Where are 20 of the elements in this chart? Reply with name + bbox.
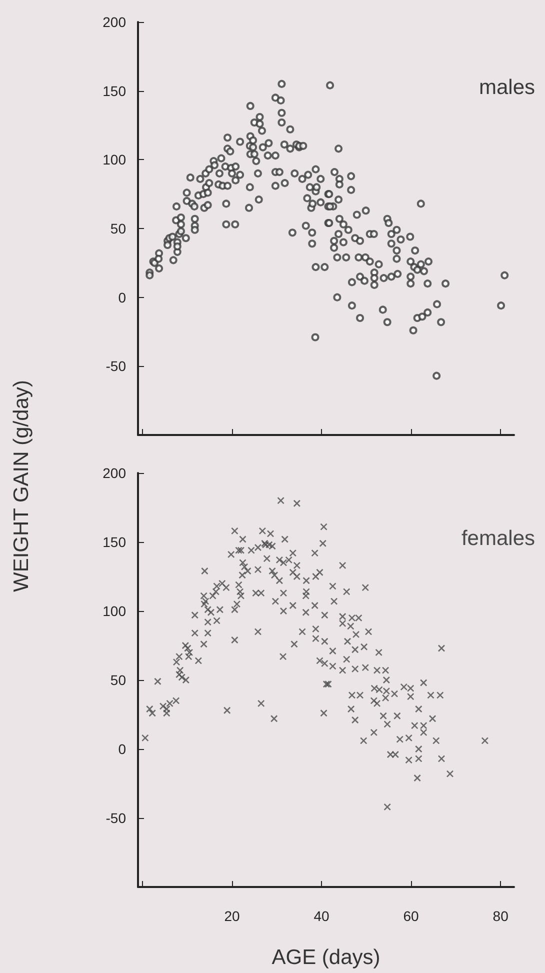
x-tick-label: 80	[492, 908, 509, 924]
y-tick-label: 0	[118, 289, 126, 306]
y-axis-title: WEIGHT GAIN (g/day)	[10, 380, 34, 592]
y-tick-label: 50	[110, 672, 126, 688]
y-tick-label: 0	[118, 741, 126, 757]
y-tick-label: 100	[102, 152, 126, 168]
y-tick-label: 200	[102, 465, 126, 481]
y-tick-label: 150	[102, 534, 126, 550]
y-tick-label: 200	[102, 14, 126, 30]
x-tick-label: 60	[403, 908, 420, 924]
y-tick-label: -50	[106, 810, 126, 826]
text: males	[478, 76, 536, 99]
y-tick-label: -50	[106, 358, 126, 374]
text: females	[461, 527, 535, 550]
y-tick-label: 50	[110, 220, 126, 236]
x-tick-label: 40	[314, 908, 330, 924]
y-tick-label: 150	[102, 82, 126, 99]
x-axis-title: AGE (days)	[272, 946, 380, 969]
x-tick-label: 20	[224, 908, 240, 924]
y-tick-label: 100	[102, 603, 126, 619]
